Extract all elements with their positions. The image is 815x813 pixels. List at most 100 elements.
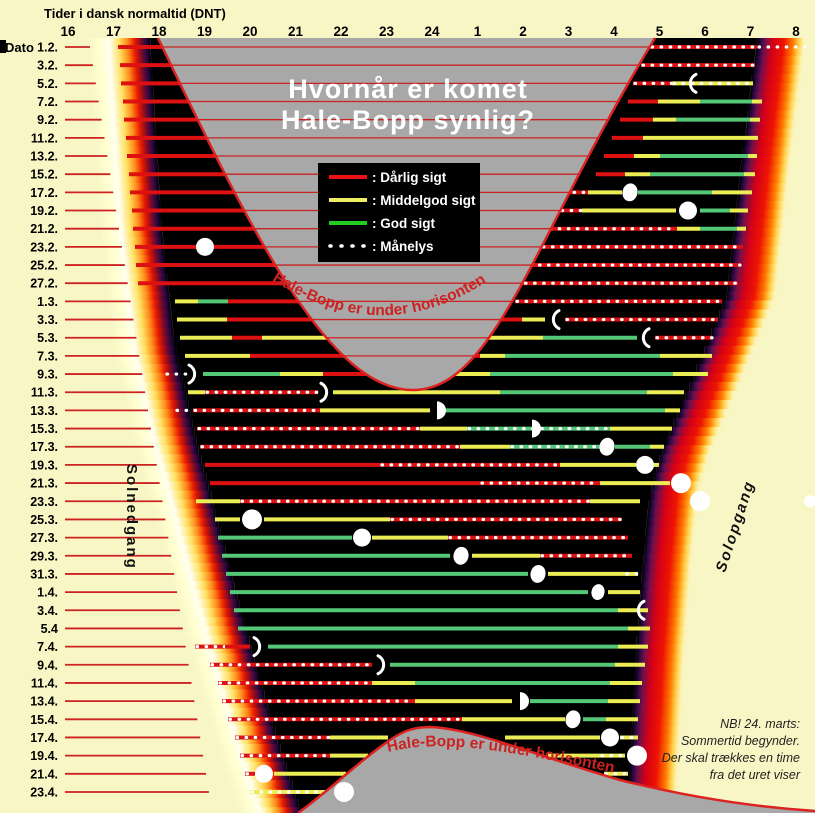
night-strip [267,698,634,709]
sunrise-gradient-strip [641,581,692,591]
date-axis: 1.2. 3.2. 5.2. 7.2. 9.2. 11.2. 13.2. 15.2. 17.2.… [30,41,58,800]
note-line: Sommertid begynder. [681,734,800,748]
sunrise-gradient-strip [634,680,685,691]
date-label: 23.2. [30,240,58,254]
date-label: 23.3. [30,495,58,509]
sunrise-gradient-strip [748,101,799,112]
date-label: 25.3. [30,513,58,527]
sunset-gradient-strip [136,445,199,455]
date-label: 15.3. [30,422,58,436]
time-axis-title: Tider i dansk normaltid (DNT) [44,6,226,21]
legend-label-good: : God sigt [372,216,435,231]
sunset-gradient-strip [128,409,191,419]
sunset-gradient-strip [192,653,255,664]
date-label: 9.4. [37,658,58,672]
night-strip [232,571,642,582]
sunset-gradient-strip [141,463,204,474]
sunrise-gradient-strip [640,590,691,600]
night-strip [184,381,690,392]
sunrise-gradient-strip [639,599,690,609]
date-label: 7.3. [37,349,58,363]
sunrise-gradient-strip [735,209,786,220]
sunset-gradient-strip [132,427,195,437]
sunset-gradient-strip [202,689,265,700]
date-label: 13.2. [30,150,58,164]
sunrise-gradient-strip [646,517,697,528]
sunset-gradient-strip [92,110,155,121]
sunset-gradient-strip [99,209,162,220]
moon-full-icon [242,509,262,530]
sunset-gradient-strip [130,418,193,428]
night-strip [227,553,644,564]
sunset-gradient-strip [207,707,270,718]
sunset-gradient-strip [120,372,183,383]
night-strip [256,662,636,673]
sunrise-gradient-strip [633,698,684,709]
sunrise-gradient-strip [645,526,696,537]
sunset-gradient-strip [139,454,202,464]
sunset-gradient-strip [194,662,257,673]
hour-label: 8 [792,24,800,39]
date-label: 27.2. [30,277,58,291]
sunset-gradient-strip [112,336,175,347]
hour-label: 4 [610,24,618,39]
sunrise-gradient-strip [649,490,700,501]
sunset-gradient-strip [187,635,250,645]
sunrise-gradient-strip [727,282,778,293]
night-strip [244,617,639,627]
sunset-gradient-strip [98,200,161,211]
night-strip [264,689,634,700]
sunset-gradient-strip [146,481,209,492]
date-label: 3.4. [37,604,58,618]
sunrise-gradient-strip [704,345,755,356]
moon-full-icon [353,528,371,547]
date-label: 27.3. [30,531,58,545]
moon-full-icon [196,237,214,256]
sunrise-gradient-strip [632,716,683,727]
sunset-gradient-strip [92,101,155,112]
sunrise-gradient-strip [728,273,779,283]
sunset-gradient-strip [95,146,158,157]
night-strip [218,517,647,528]
night-strip [203,463,657,474]
date-label: 17.4. [30,731,58,745]
night-strip [194,427,670,437]
night-strip [246,626,638,636]
sunrise-gradient-strip [722,300,773,311]
date-label: 9.3. [37,368,58,382]
date-label: 15.4. [30,713,58,727]
night-strip [220,526,646,537]
night-strip [188,400,682,410]
date-label: 1.2. [37,41,58,55]
sunset-gradient-strip [165,553,228,564]
date-label: 5.4 [41,622,58,636]
sunset-gradient-strip [122,381,185,392]
night-strip [237,590,641,600]
sunrise-gradient-strip [647,508,698,519]
date-label: 25.2. [30,259,58,273]
date-label: 11.2. [31,131,58,145]
sunrise-gradient-strip [753,65,804,75]
note-line: Der skal trækkes en time [662,751,800,765]
sunrise-gradient-strip [754,56,805,66]
sunset-gradient-strip [215,734,278,745]
night-strip [225,544,645,555]
note-line: fra det uret viser [710,768,801,782]
sunrise-gradient-strip [742,146,793,157]
sunrise-gradient-strip [756,38,807,48]
moon-full-icon [627,745,647,766]
sunrise-gradient-strip [633,689,684,700]
sunrise-gradient-strip [629,762,680,772]
moon-gibbous-icon [599,437,615,456]
sunset-gradient-strip [89,65,152,75]
date-label: 21.2. [30,222,58,236]
sunset-gradient-strip [167,562,230,573]
sunrise-gradient-strip [635,653,686,664]
sunrise-gradient-strip [629,771,680,781]
date-label: 21.3. [30,477,58,491]
date-label: 1.4. [37,586,58,600]
sunset-gradient-strip [107,291,170,302]
sunrise-gradient-strip [677,409,728,419]
sunrise-gradient-strip [648,499,699,510]
night-strip [196,436,666,446]
